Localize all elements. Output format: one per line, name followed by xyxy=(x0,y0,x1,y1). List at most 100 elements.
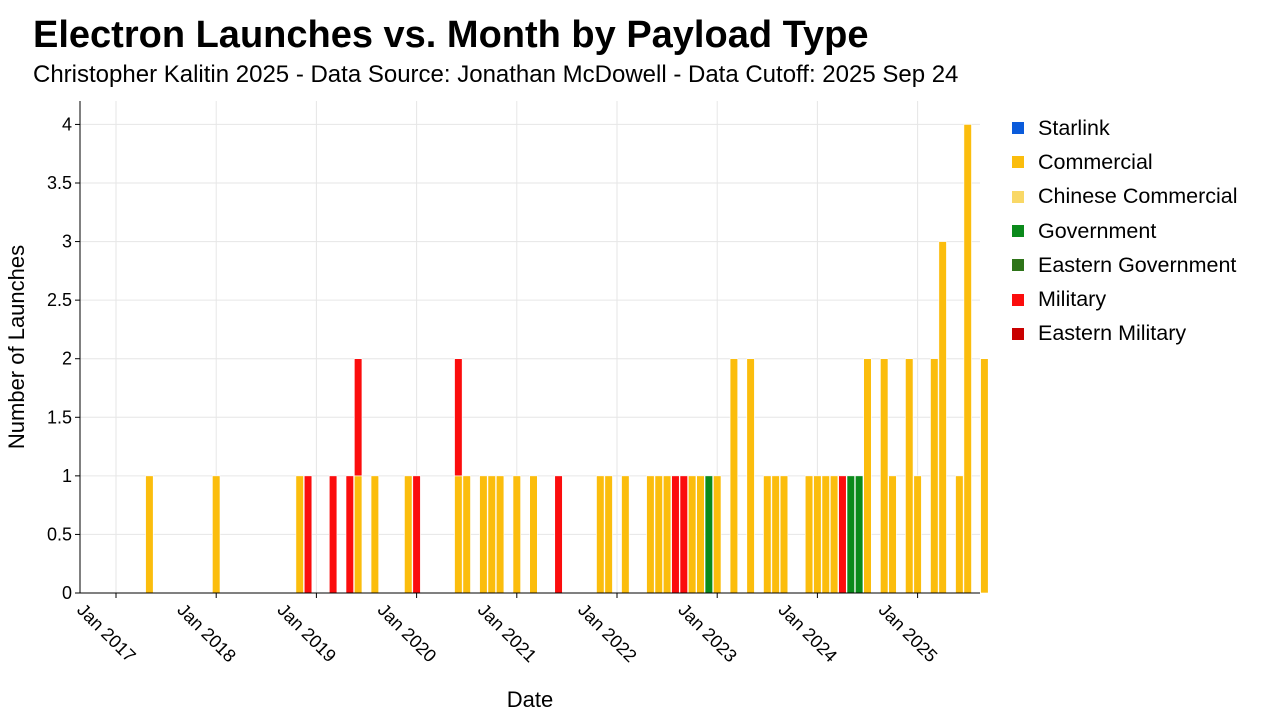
bar-commercial-2018-11 xyxy=(295,475,304,594)
bar-military-2019-06 xyxy=(354,358,363,477)
x-tick-label: Jan 2025 xyxy=(875,600,942,667)
bar-commercial-2022-10 xyxy=(688,475,697,594)
legend-swatch xyxy=(1012,122,1024,135)
bar-military-2022-09 xyxy=(679,475,688,594)
bar-commercial-2024-01 xyxy=(813,475,822,594)
y-tick-label: 3 xyxy=(62,232,72,252)
legend-swatch xyxy=(1012,225,1024,238)
bar-military-2018-12 xyxy=(303,475,313,594)
legend-label: Military xyxy=(1038,287,1107,312)
y-tick-label: 0.5 xyxy=(47,524,72,544)
bar-commercial-2022-07 xyxy=(662,475,672,594)
y-tick-label: 0 xyxy=(62,583,72,603)
bar-commercial-2024-02 xyxy=(821,475,830,594)
y-tick-label: 1.5 xyxy=(47,407,72,427)
bar-commercial-2023-09 xyxy=(779,475,789,594)
bar-commercial-2023-01 xyxy=(713,475,722,594)
bar-commercial-2025-01 xyxy=(913,475,922,594)
x-tick-label: Jan 2022 xyxy=(574,600,641,667)
x-tick-label: Jan 2021 xyxy=(474,600,541,667)
legend-item-starlink[interactable]: Starlink xyxy=(1012,111,1238,145)
bar-commercial-2023-07 xyxy=(763,475,772,594)
chart-subtitle: Christopher Kalitin 2025 - Data Source: … xyxy=(33,61,959,88)
bar-commercial-2020-09 xyxy=(479,475,488,594)
legend-swatch xyxy=(1012,190,1024,203)
bar-commercial-2019-06 xyxy=(354,475,363,594)
bar-military-2020-01 xyxy=(412,475,421,594)
bar-commercial-2022-02 xyxy=(621,475,630,594)
x-tick-label: Jan 2019 xyxy=(274,600,341,667)
y-tick-label: 4 xyxy=(62,114,72,134)
legend-item-military[interactable]: Military xyxy=(1012,282,1238,316)
bar-commercial-2023-05 xyxy=(746,358,755,594)
bar-commercial-2019-08 xyxy=(370,475,379,594)
bar-commercial-2022-05 xyxy=(646,475,655,594)
bar-government-2024-06 xyxy=(855,475,864,594)
bar-commercial-2018-01 xyxy=(212,475,221,594)
bar-military-2024-04 xyxy=(838,475,847,594)
legend-item-government[interactable]: Government xyxy=(1012,214,1238,248)
x-tick-label: Jan 2017 xyxy=(73,600,140,667)
bar-commercial-2025-07 xyxy=(963,124,972,594)
legend-swatch xyxy=(1012,327,1024,340)
y-tick-label: 2 xyxy=(62,349,72,369)
bar-commercial-2025-03 xyxy=(930,358,939,594)
y-axis-title: Number of Launches xyxy=(4,245,29,449)
bar-commercial-2024-03 xyxy=(829,475,839,594)
legend-item-eastern-government[interactable]: Eastern Government xyxy=(1012,248,1238,282)
bar-military-2020-06 xyxy=(454,358,463,477)
chart-title: Electron Launches vs. Month by Payload T… xyxy=(33,14,869,56)
bar-military-2021-06 xyxy=(554,475,563,594)
x-tick-label: Jan 2018 xyxy=(173,600,240,667)
bar-commercial-2025-04 xyxy=(938,241,947,594)
bar-commercial-2021-11 xyxy=(596,475,605,594)
bar-military-2019-03 xyxy=(328,475,338,594)
x-tick-label: Jan 2024 xyxy=(775,600,842,667)
legend-label: Commercial xyxy=(1038,149,1153,174)
legend-swatch xyxy=(1012,293,1024,306)
bar-commercial-2020-07 xyxy=(462,475,471,594)
bar-government-2022-12 xyxy=(704,475,713,594)
legend-swatch xyxy=(1012,156,1024,169)
bar-commercial-2025-09 xyxy=(980,358,989,594)
bar-commercial-2023-03 xyxy=(729,358,738,594)
bar-commercial-2024-12 xyxy=(905,358,914,594)
bar-commercial-2024-07 xyxy=(863,358,872,594)
y-tick-label: 1 xyxy=(62,466,72,486)
bar-commercial-2020-11 xyxy=(495,475,505,594)
bar-commercial-2024-10 xyxy=(888,475,897,594)
bar-group xyxy=(145,124,989,594)
bar-military-2019-05 xyxy=(345,475,354,594)
x-tick-label: Jan 2020 xyxy=(374,600,441,667)
bar-commercial-2020-06 xyxy=(454,475,463,594)
y-tick-label: 3.5 xyxy=(47,173,72,193)
legend-label: Eastern Government xyxy=(1038,252,1237,277)
bar-commercial-2020-10 xyxy=(487,475,496,594)
bar-commercial-2019-12 xyxy=(404,475,413,594)
legend-item-eastern-military[interactable]: Eastern Military xyxy=(1012,317,1238,351)
bar-commercial-2021-12 xyxy=(604,475,613,594)
legend-swatch xyxy=(1012,259,1024,272)
x-axis-title: Date xyxy=(507,687,553,712)
legend-item-commercial[interactable]: Commercial xyxy=(1012,145,1238,179)
bar-commercial-2022-06 xyxy=(654,475,663,594)
bar-commercial-2024-09 xyxy=(880,358,889,594)
legend-item-chinese-commercial[interactable]: Chinese Commercial xyxy=(1012,180,1238,214)
bar-commercial-2021-01 xyxy=(512,475,521,594)
bar-government-2024-05 xyxy=(846,475,855,594)
legend: Starlink Commercial Chinese Commercial Gove… xyxy=(1012,111,1238,351)
y-tick-label: 2.5 xyxy=(47,290,72,310)
bar-military-2022-08 xyxy=(671,475,680,594)
bar-commercial-2022-11 xyxy=(696,475,705,594)
bar-commercial-2025-06 xyxy=(955,475,964,594)
legend-label: Chinese Commercial xyxy=(1038,184,1238,209)
bar-commercial-2021-03 xyxy=(529,475,538,594)
legend-label: Eastern Military xyxy=(1038,321,1187,346)
legend-label: Starlink xyxy=(1038,115,1110,140)
legend-label: Government xyxy=(1038,218,1157,243)
bar-commercial-2017-05 xyxy=(145,475,154,594)
x-tick-label: Jan 2023 xyxy=(674,600,741,667)
bar-commercial-2023-08 xyxy=(771,475,780,594)
bar-commercial-2023-12 xyxy=(804,475,814,594)
